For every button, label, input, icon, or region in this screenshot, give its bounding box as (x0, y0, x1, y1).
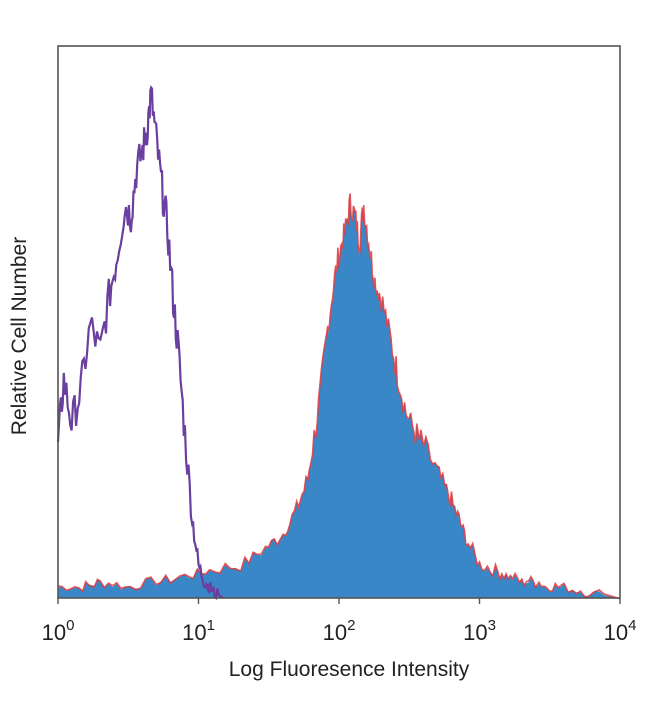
series-1-line (56, 85, 224, 601)
y-axis-label: Relative Cell Number (8, 237, 31, 435)
x-tick-label: 101 (182, 617, 215, 645)
x-tick-label: 102 (323, 617, 356, 645)
x-axis-label: Log Fluoresence Intensity (229, 658, 470, 681)
series-0-area (58, 194, 620, 598)
x-tick-label: 103 (463, 617, 496, 645)
x-tick-label: 100 (42, 617, 75, 645)
x-tick-label: 104 (604, 617, 637, 645)
series-0-outline (57, 193, 621, 600)
